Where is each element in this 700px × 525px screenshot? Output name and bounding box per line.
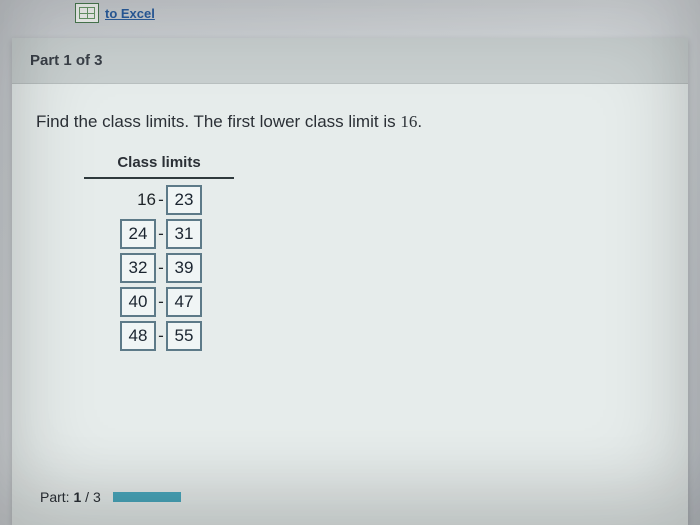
- upper-limit-input[interactable]: [166, 219, 202, 249]
- excel-export-row: to Excel: [75, 3, 155, 23]
- table-row: 16 -: [120, 185, 664, 215]
- progress-bar: [113, 492, 181, 502]
- range-dash: -: [156, 258, 166, 278]
- table-row: -: [120, 287, 664, 317]
- lower-limit-input[interactable]: [120, 219, 156, 249]
- table-title: Class limits: [84, 154, 234, 179]
- table-row: -: [120, 253, 664, 283]
- question-panel: Part 1 of 3 Find the class limits. The f…: [12, 38, 688, 525]
- excel-icon: [75, 3, 99, 23]
- upper-limit-input[interactable]: [166, 287, 202, 317]
- range-dash: -: [156, 224, 166, 244]
- content-area: Find the class limits. The first lower c…: [12, 84, 688, 351]
- upper-limit-input[interactable]: [166, 321, 202, 351]
- part-header: Part 1 of 3: [12, 38, 688, 84]
- first-lower-value: 16: [400, 112, 417, 131]
- range-dash: -: [156, 292, 166, 312]
- upper-limit-input[interactable]: [166, 253, 202, 283]
- progress-sep: /: [81, 489, 93, 505]
- progress-text: Part: 1 / 3: [40, 489, 101, 505]
- lower-limit-input[interactable]: [120, 321, 156, 351]
- range-dash: -: [156, 326, 166, 346]
- class-limits-table: Class limits 16 - - -: [84, 154, 664, 351]
- instruction-suffix: .: [417, 112, 422, 131]
- progress-prefix: Part:: [40, 489, 73, 505]
- instruction-text: Find the class limits. The first lower c…: [36, 112, 664, 132]
- lower-limit-static: 16: [120, 190, 156, 210]
- lower-limit-input[interactable]: [120, 253, 156, 283]
- table-row: -: [120, 219, 664, 249]
- to-excel-link[interactable]: to Excel: [105, 6, 155, 21]
- table-row: -: [120, 321, 664, 351]
- part-progress: Part: 1 / 3: [40, 489, 181, 505]
- lower-limit-input[interactable]: [120, 287, 156, 317]
- progress-total: 3: [93, 489, 101, 505]
- table-rows: 16 - - - -: [84, 185, 664, 351]
- upper-limit-input[interactable]: [166, 185, 202, 215]
- instruction-prefix: Find the class limits. The first lower c…: [36, 112, 400, 131]
- range-dash: -: [156, 190, 166, 210]
